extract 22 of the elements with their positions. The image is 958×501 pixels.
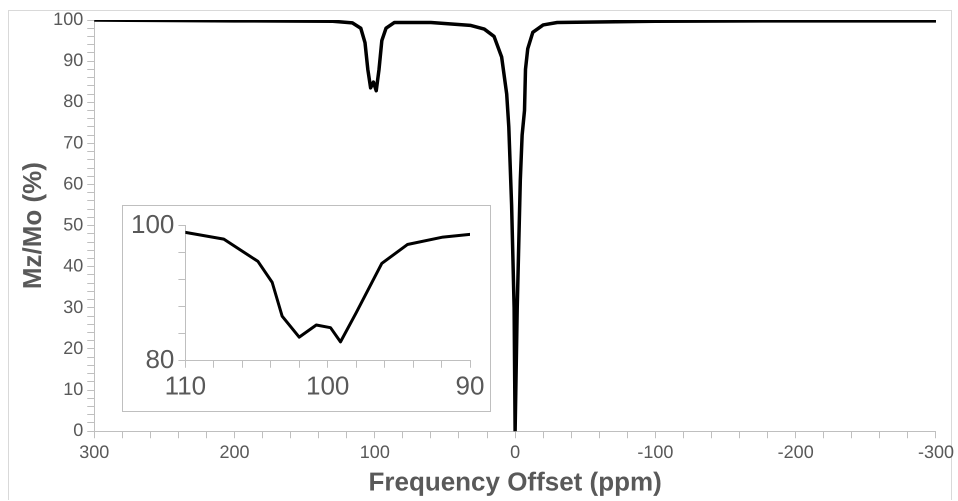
y-tick-label: 30: [63, 296, 84, 317]
y-tick-label: 10: [63, 379, 84, 400]
y-tick-label: 0: [73, 420, 84, 440]
x-tick-label: -300: [918, 442, 954, 462]
y-tick-label: 80: [63, 91, 84, 112]
x-tick-label: 300: [79, 442, 110, 462]
x-tick-label: 200: [220, 442, 250, 462]
x-axis-title: Frequency Offset (ppm): [368, 466, 662, 497]
x-tick-label: 100: [360, 442, 390, 462]
y-axis-title: Mz/Mo (%): [16, 162, 47, 290]
y-tick-label: 60: [63, 173, 84, 194]
y-tick-label: 100: [53, 8, 84, 29]
x-tick-label: 100: [306, 370, 350, 401]
y-tick-label: 40: [63, 256, 84, 276]
x-tick-label: 0: [510, 442, 520, 462]
y-tick-label: 50: [63, 214, 84, 235]
x-tick-label: 90: [456, 370, 484, 401]
y-tick-label: 20: [63, 338, 84, 358]
y-tick-label: 90: [63, 50, 84, 70]
x-tick-label: -100: [637, 442, 674, 462]
x-tick-label: -200: [778, 442, 814, 462]
y-tick-label: 70: [63, 132, 84, 152]
